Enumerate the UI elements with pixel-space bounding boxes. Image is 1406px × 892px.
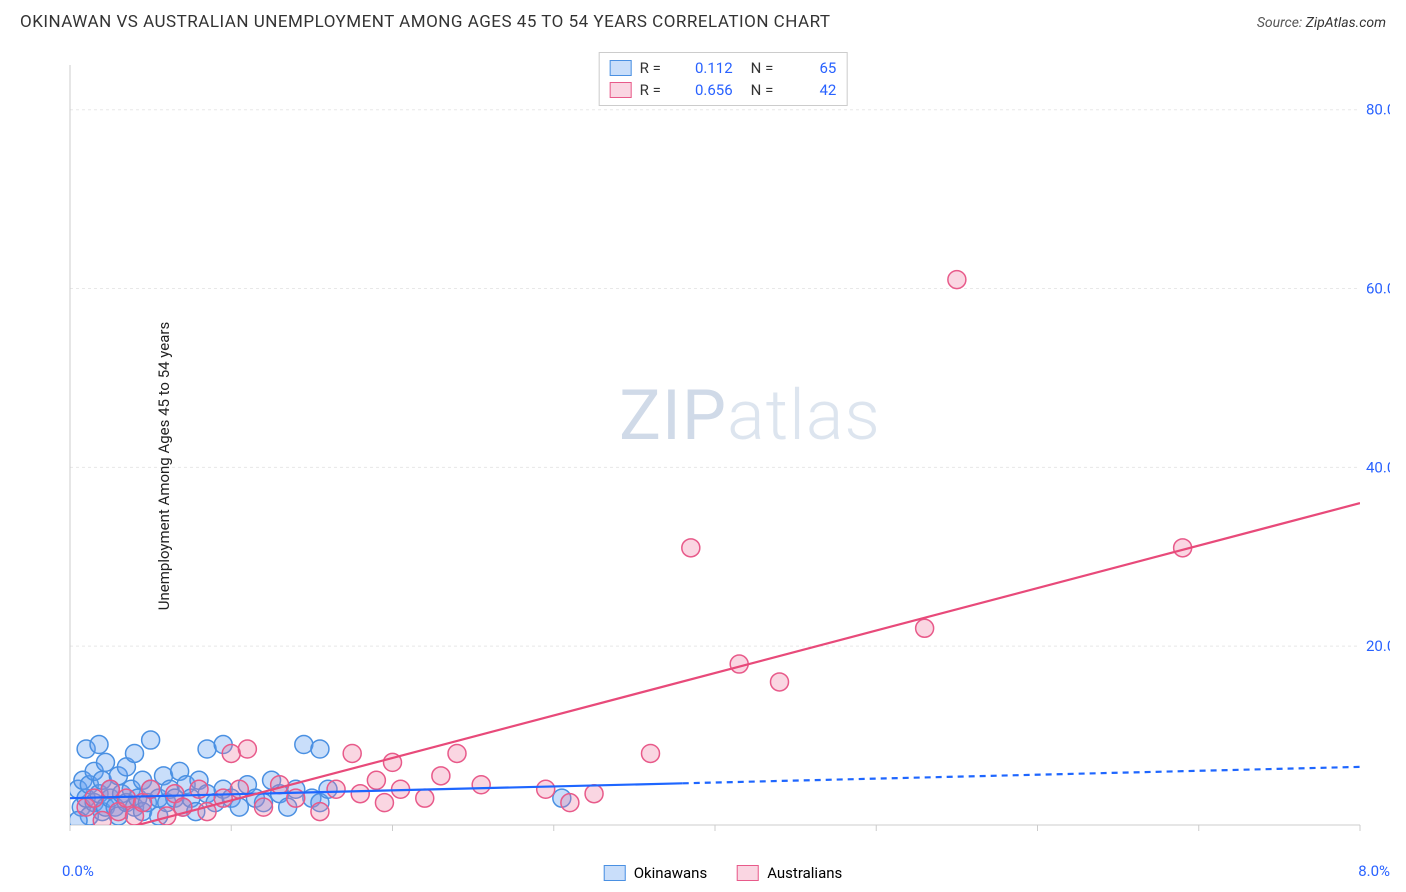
- svg-text:80.0%: 80.0%: [1366, 101, 1390, 119]
- swatch-okinawans: [610, 60, 632, 76]
- svg-text:20.0%: 20.0%: [1366, 637, 1390, 655]
- chart-title: OKINAWAN VS AUSTRALIAN UNEMPLOYMENT AMON…: [20, 12, 831, 32]
- source-value: ZipAtlas.com: [1306, 15, 1386, 31]
- r-okinawans: 0.112: [678, 59, 733, 77]
- x-min-label: 0.0%: [62, 862, 94, 880]
- chart-header: OKINAWAN VS AUSTRALIAN UNEMPLOYMENT AMON…: [0, 0, 1406, 40]
- stats-row-okinawans: R = 0.112 N = 65: [610, 57, 837, 79]
- stats-legend: R = 0.112 N = 65 R = 0.656 N = 42: [599, 52, 848, 106]
- source-label: Source:: [1257, 15, 1302, 31]
- legend-label-australians: Australians: [767, 864, 842, 882]
- legend-item-okinawans: Okinawans: [604, 864, 707, 882]
- series-legend: Okinawans Australians: [604, 864, 843, 882]
- chart-source: Source: ZipAtlas.com: [1257, 15, 1386, 31]
- chart-area: Unemployment Among Ages 45 to 54 years 2…: [50, 50, 1396, 882]
- legend-item-australians: Australians: [737, 864, 842, 882]
- svg-text:40.0%: 40.0%: [1366, 458, 1390, 476]
- y-axis-label: Unemployment Among Ages 45 to 54 years: [155, 322, 173, 610]
- legend-swatch-australians: [737, 865, 759, 881]
- n-australians: 42: [781, 81, 836, 99]
- swatch-australians: [610, 82, 632, 98]
- x-max-label: 8.0%: [1358, 862, 1390, 880]
- legend-swatch-okinawans: [604, 865, 626, 881]
- scatter-plot: 20.0% 40.0% 60.0% 80.0%: [50, 50, 1390, 870]
- svg-text:60.0%: 60.0%: [1366, 280, 1390, 298]
- r-australians: 0.656: [678, 81, 733, 99]
- legend-label-okinawans: Okinawans: [634, 864, 707, 882]
- stats-row-australians: R = 0.656 N = 42: [610, 79, 837, 101]
- n-okinawans: 65: [781, 59, 836, 77]
